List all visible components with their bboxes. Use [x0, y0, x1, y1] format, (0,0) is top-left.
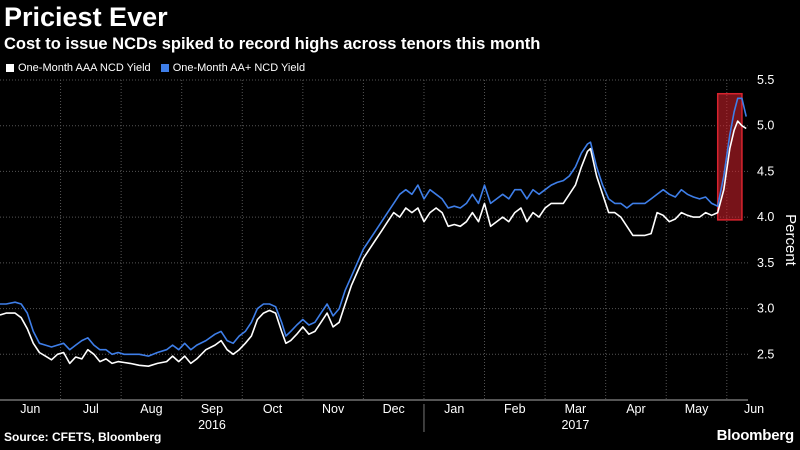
x-tick-label: Nov: [322, 402, 345, 416]
legend-swatch-aaa: [6, 64, 14, 72]
legend: One-Month AAA NCD Yield One-Month AA+ NC…: [6, 62, 305, 74]
x-tick-label: Jan: [444, 402, 464, 416]
y-axis-label: Percent: [782, 214, 799, 267]
legend-label-aa-plus: One-Month AA+ NCD Yield: [172, 62, 306, 74]
y-tick-label: 5.0: [757, 119, 774, 133]
x-tick-label: Feb: [504, 402, 526, 416]
legend-item-aa-plus: One-Month AA+ NCD Yield: [160, 62, 306, 74]
x-tick-label: Jun: [744, 402, 764, 416]
y-tick-label: 3.5: [757, 256, 774, 270]
chart-title: Priciest Ever: [4, 2, 168, 32]
bloomberg-logo: Bloomberg: [716, 427, 795, 444]
x-tick-label: Jul: [83, 402, 99, 416]
x-tick-label: Oct: [263, 402, 283, 416]
series-line-aaa: [0, 120, 747, 367]
x-tick-label: Aug: [140, 402, 162, 416]
legend-swatch-aa-plus: [160, 64, 169, 72]
legend-item-aaa: One-Month AAA NCD Yield: [6, 62, 151, 74]
x-tick-label: Apr: [626, 402, 645, 416]
y-tick-label: 4.0: [757, 210, 774, 224]
x-tick-label: Mar: [565, 402, 587, 416]
legend-label-aaa: One-Month AAA NCD Yield: [18, 62, 151, 74]
series-line-aa-plus: [0, 97, 747, 357]
y-tick-label: 5.5: [757, 73, 774, 87]
source-note: Source: CFETS, Bloomberg: [4, 430, 162, 444]
y-tick-label: 4.5: [757, 164, 774, 178]
chart-subtitle: Cost to issue NCDs spiked to record high…: [4, 35, 541, 53]
year-label: 2017: [561, 418, 589, 432]
y-tick-label: 2.5: [757, 347, 774, 361]
y-tick-label: 3.0: [757, 302, 774, 316]
x-tick-label: Jun: [20, 402, 40, 416]
x-tick-label: Sep: [201, 402, 223, 416]
x-tick-label: May: [685, 402, 709, 416]
year-label: 2016: [198, 418, 226, 432]
x-tick-label: Dec: [383, 402, 405, 416]
